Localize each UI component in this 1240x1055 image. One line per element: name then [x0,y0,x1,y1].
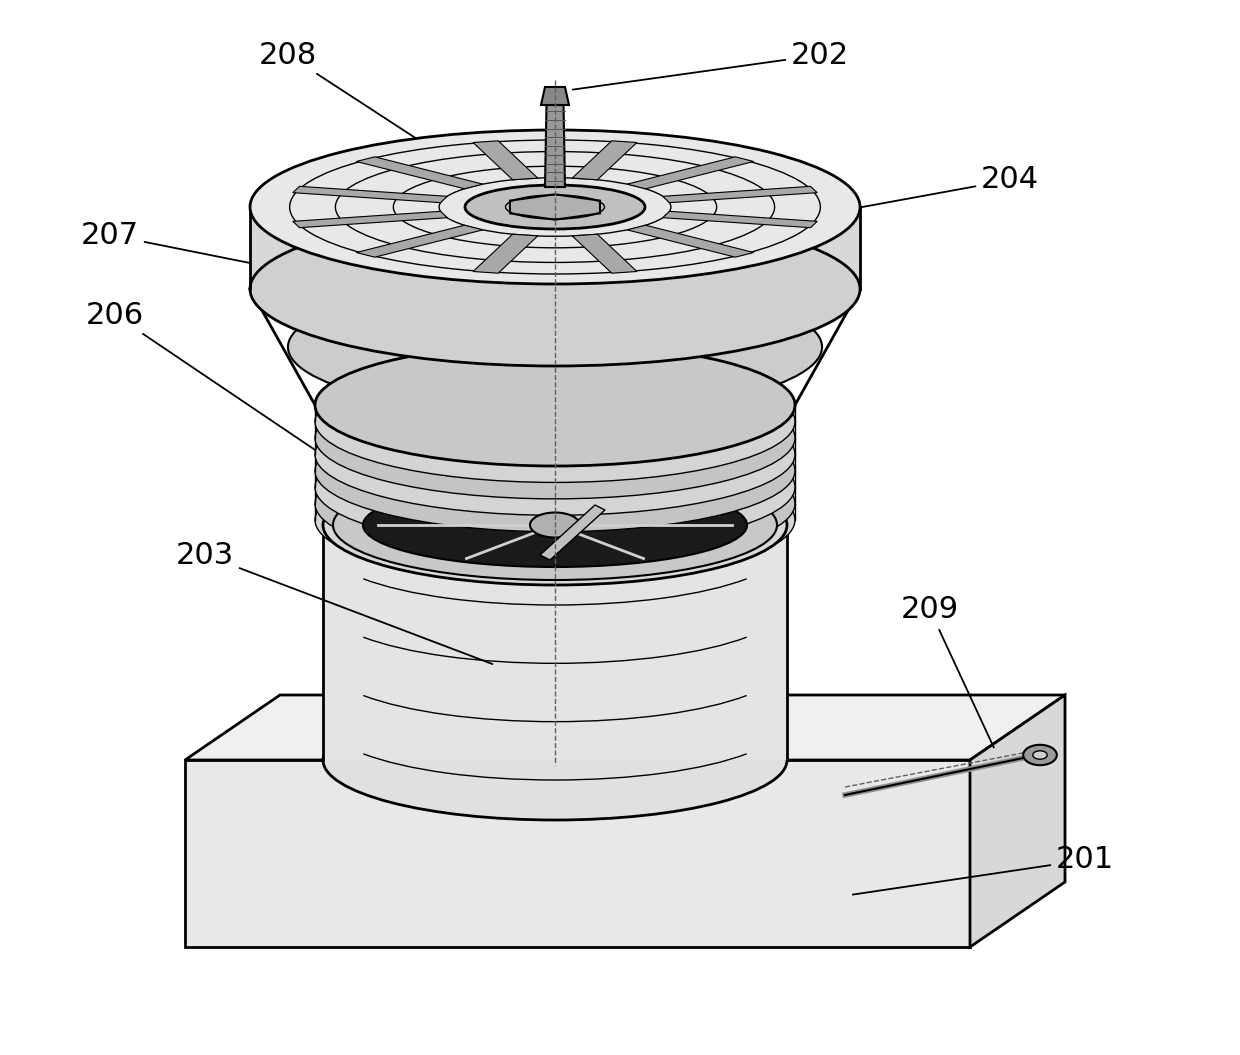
Polygon shape [185,760,970,947]
Ellipse shape [1023,745,1056,765]
Ellipse shape [529,513,580,537]
Polygon shape [185,695,1065,760]
Ellipse shape [1033,751,1048,760]
Text: 208: 208 [259,40,435,151]
Polygon shape [322,525,787,760]
Polygon shape [474,234,538,273]
Ellipse shape [315,426,795,549]
Polygon shape [250,207,861,289]
Text: 203: 203 [176,540,492,664]
Polygon shape [315,405,795,421]
Ellipse shape [315,459,795,581]
Ellipse shape [288,280,822,415]
Polygon shape [541,87,569,106]
Polygon shape [662,187,817,203]
Polygon shape [572,140,637,179]
Ellipse shape [363,483,746,567]
Polygon shape [293,211,448,228]
Polygon shape [315,503,795,520]
Ellipse shape [315,344,795,466]
Text: 201: 201 [853,845,1114,895]
Ellipse shape [315,442,795,564]
Text: 209: 209 [901,595,993,748]
Text: 202: 202 [573,40,849,90]
Polygon shape [293,187,448,203]
Text: 206: 206 [86,301,327,459]
Ellipse shape [334,469,777,580]
Ellipse shape [315,394,795,515]
Ellipse shape [315,409,795,532]
Polygon shape [970,695,1065,947]
Ellipse shape [322,465,787,586]
Polygon shape [356,225,482,257]
Polygon shape [315,455,795,471]
Polygon shape [627,157,754,189]
Polygon shape [315,471,795,487]
Ellipse shape [315,377,795,499]
Polygon shape [662,211,817,228]
Polygon shape [356,157,482,189]
Ellipse shape [465,185,645,229]
Polygon shape [315,438,795,455]
Polygon shape [510,194,600,219]
Polygon shape [627,225,754,257]
Polygon shape [546,106,565,187]
Polygon shape [572,234,637,273]
Text: 207: 207 [81,220,303,273]
Ellipse shape [322,701,787,820]
Polygon shape [315,487,795,503]
Polygon shape [539,505,605,560]
Text: 204: 204 [838,166,1039,211]
Ellipse shape [315,361,795,482]
Ellipse shape [250,130,861,284]
Polygon shape [315,421,795,438]
Polygon shape [474,140,538,179]
Ellipse shape [250,212,861,366]
